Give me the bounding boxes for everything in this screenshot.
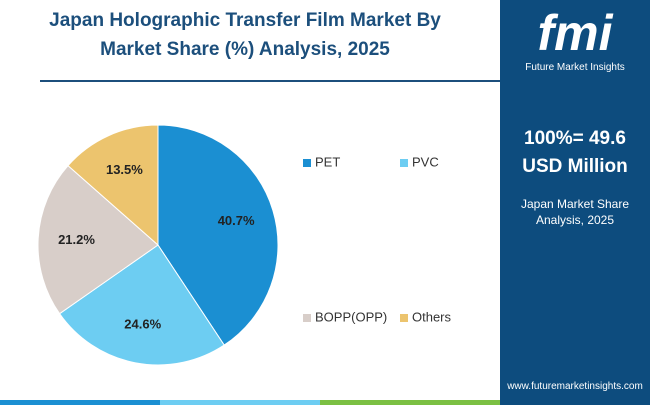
stripe	[320, 400, 500, 405]
legend-label: PVC	[412, 154, 439, 169]
legend-swatch	[400, 159, 408, 167]
side-panel: fmi Future Market Insights 100%= 49.6 US…	[500, 0, 650, 405]
legend-swatch	[303, 159, 311, 167]
pie-slice	[67, 124, 159, 247]
data-label: 24.6%	[124, 317, 161, 332]
chart: 40.7% 24.6% 21.2% 13.5% PET PVC BOPP(OPP) Other…	[37, 124, 452, 366]
legend-label: BOPP(OPP)	[315, 309, 387, 324]
data-label: 40.7%	[218, 213, 255, 228]
pie-slice	[37, 164, 159, 315]
brand: Future Market Insights	[525, 62, 625, 73]
title-rule	[40, 80, 502, 82]
panel-subtitle: Japan Market Share Analysis, 2025	[520, 197, 630, 227]
logo: fmi	[537, 5, 613, 61]
stripe	[160, 400, 320, 405]
data-label: 21.2%	[58, 232, 95, 247]
total: 100%= 49.6	[524, 128, 626, 149]
pie-slice	[58, 244, 225, 366]
stripe	[0, 400, 160, 405]
legend-label: Others	[412, 309, 452, 324]
unit: USD Million	[522, 156, 628, 177]
chart-title: Japan Holographic Transfer Film Market B…	[49, 10, 441, 60]
legend-swatch	[400, 314, 408, 322]
legend-label: PET	[315, 154, 340, 169]
legend-swatch	[303, 314, 311, 322]
data-label: 13.5%	[106, 162, 143, 177]
website: www.futuremarketinsights.com	[507, 381, 643, 392]
